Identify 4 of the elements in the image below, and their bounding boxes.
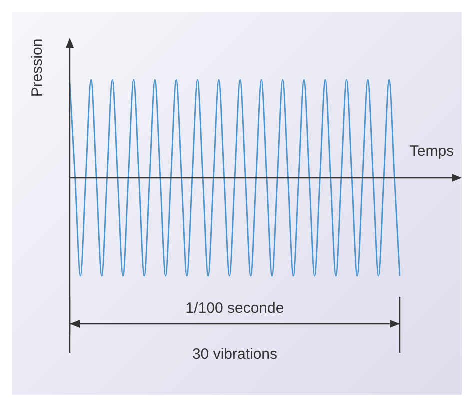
- text: 1/100 seconde: [184, 300, 286, 317]
- text: 30 vibrations: [191, 346, 279, 363]
- y-axis-title: Pression: [29, 38, 46, 98]
- x-axis-title: Temps: [410, 143, 454, 160]
